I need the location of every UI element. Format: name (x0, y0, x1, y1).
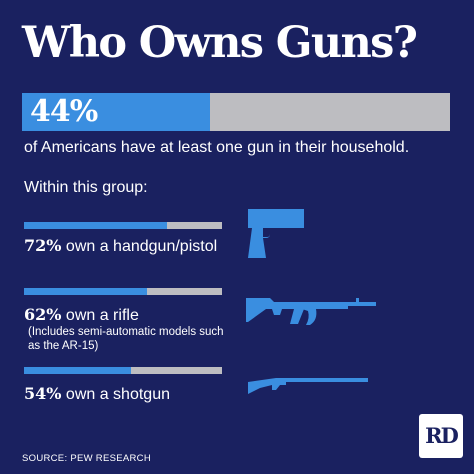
handgun-icon (248, 209, 304, 258)
shotgun-text: own a shotgun (61, 386, 170, 403)
headline-caption: of Americans have at least one gun in th… (24, 139, 410, 156)
shotgun-percent: 54% (24, 384, 62, 403)
headline-bar: 44% (22, 93, 450, 131)
handgun-text: own a handgun/pistol (61, 238, 218, 255)
rifle-bar-fill (24, 288, 147, 295)
group-intro: Within this group: (24, 179, 148, 196)
shotgun-bar (24, 367, 222, 374)
handgun-bar (24, 222, 222, 229)
handgun-label: 72% own a handgun/pistol (24, 236, 217, 257)
rd-logo-text: RD (425, 423, 459, 448)
rifle-note: (Includes semi-automatic models such as … (28, 326, 224, 352)
rifle-text: own a rifle (61, 307, 139, 324)
shotgun-icon (248, 378, 368, 394)
shotgun-bar-fill (24, 367, 131, 374)
rifle-label: 62% own a rifle (24, 305, 139, 326)
headline-bar-fill (22, 93, 211, 131)
rifle-percent: 62% (24, 305, 62, 324)
source-note: SOURCE: PEW RESEARCH (22, 453, 151, 464)
rifle-bar (24, 288, 222, 295)
rifle-icon (246, 298, 376, 325)
page-title: Who Owns Guns? (22, 18, 418, 68)
handgun-percent: 72% (24, 236, 62, 255)
headline-percent: 44% (30, 94, 98, 129)
handgun-bar-fill (24, 222, 167, 229)
rd-logo: RD (419, 414, 463, 458)
shotgun-label: 54% own a shotgun (24, 384, 170, 405)
